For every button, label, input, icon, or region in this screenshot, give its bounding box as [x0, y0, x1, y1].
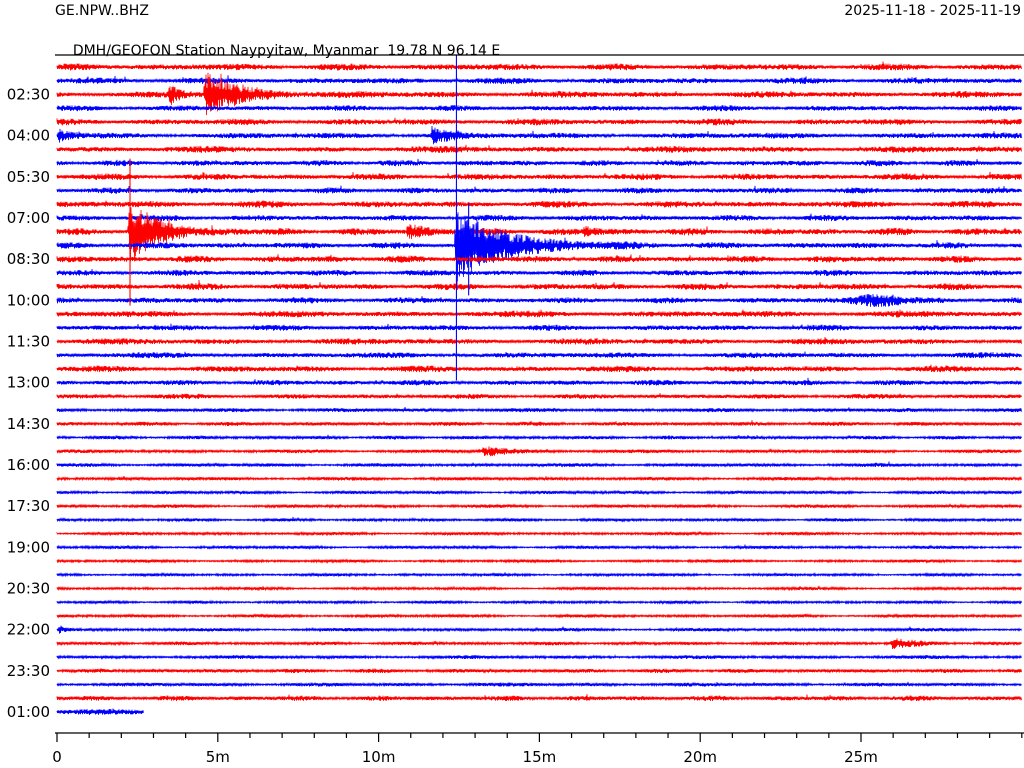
seismogram-trace-05:30 [56, 171, 1022, 181]
seismogram-trace-12:00 [56, 351, 1022, 359]
y-axis-time-label: 14:30 [7, 415, 50, 433]
seismogram-trace-00:30 [56, 694, 1022, 702]
seismogram-trace-19:00 [56, 544, 1022, 551]
y-axis-time-label: 10:00 [7, 291, 50, 309]
y-axis-time-label: 11:30 [7, 332, 50, 350]
seismogram-trace-04:00 [56, 125, 1022, 145]
y-axis-time-label: 08:30 [7, 250, 50, 268]
seismogram-trace-01:00 [56, 708, 144, 715]
x-axis-tick-label: 25m [844, 748, 878, 766]
x-axis-tick-label: 10m [362, 748, 396, 766]
y-axis-time-label: 07:00 [7, 209, 50, 227]
seismogram-trace-15:00 [56, 434, 1022, 441]
seismogram-trace-22:00 [56, 625, 1022, 634]
seismogram-trace-23:00 [56, 654, 1022, 660]
seismogram-trace-15:30 [56, 446, 1022, 457]
seismogram-trace-07:00 [56, 213, 1022, 222]
station-id: GE.NPW..BHZ [55, 3, 149, 19]
date-range: 2025-11-18 - 2025-11-19 [844, 3, 1021, 19]
y-axis-time-label: 13:00 [7, 374, 50, 392]
seismogram-trace-12:30 [56, 364, 1022, 373]
seismogram-trace-17:00 [56, 489, 1022, 496]
y-axis-time-label: 17:30 [7, 497, 50, 515]
seismogram-trace-03:30 [56, 117, 1022, 126]
seismogram-trace-00:00 [56, 681, 1022, 688]
seismogram-trace-09:30 [56, 279, 1022, 291]
seismogram-trace-18:00 [56, 516, 1022, 523]
seismogram-trace-14:30 [56, 420, 1022, 427]
seismogram-trace-21:00 [56, 599, 1022, 606]
seismogram-trace-09:00 [56, 269, 1022, 277]
seismogram-trace-11:00 [56, 323, 1022, 331]
y-axis-time-label: 22:00 [7, 621, 50, 639]
y-axis-time-label: 20:30 [7, 579, 50, 597]
y-axis-time-label: 05:30 [7, 168, 50, 186]
seismogram-trace-20:30 [56, 585, 1022, 592]
seismogram-trace-10:30 [56, 309, 1022, 318]
seismogram-trace-23:30 [56, 667, 1022, 674]
seismogram-trace-07:30 [56, 201, 1022, 262]
seismogram-trace-03:00 [56, 105, 1022, 112]
y-axis-time-label: 04:00 [7, 127, 50, 145]
x-axis-tick-label: 0 [52, 748, 62, 766]
y-axis-time-label: 01:00 [7, 703, 50, 721]
seismogram-trace-17:30 [56, 503, 1022, 509]
seismogram-trace-05:00 [56, 158, 1022, 167]
y-axis-time-label: 23:30 [7, 662, 50, 680]
y-axis-time-label: 19:00 [7, 538, 50, 556]
seismogram-trace-02:30 [56, 72, 1022, 116]
y-axis-time-label: 02:30 [7, 85, 50, 103]
seismogram-trace-08:00 [56, 212, 1022, 282]
seismogram-trace-21:30 [56, 612, 1022, 619]
seismogram-trace-13:30 [56, 393, 1022, 400]
seismogram-trace-02:00 [56, 75, 1022, 85]
y-axis-time-label: 16:00 [7, 456, 50, 474]
seismogram-trace-20:00 [56, 571, 1022, 578]
x-axis-tick-label: 15m [523, 748, 557, 766]
x-axis-tick-label: 20m [683, 748, 717, 766]
seismogram-trace-18:30 [56, 530, 1022, 537]
seismogram-trace-13:00 [56, 377, 1022, 386]
header-row: GE.NPW..BHZ 2025-11-18 - 2025-11-19 [55, 3, 1021, 20]
seismogram-trace-16:30 [56, 475, 1022, 482]
seismogram-trace-19:30 [56, 558, 1022, 564]
seismogram-trace-06:30 [56, 200, 1022, 208]
x-axis-tick-label: 5m [206, 748, 230, 766]
seismogram-trace-16:00 [56, 461, 1022, 468]
seismogram-trace-04:30 [56, 144, 1022, 153]
seismogram-trace-11:30 [56, 336, 1022, 345]
seismogram-trace-08:30 [56, 254, 1022, 263]
seismogram-trace-14:00 [56, 407, 1022, 413]
seismogram-trace-01:30 [56, 61, 1022, 71]
seismogram-trace-10:00 [56, 293, 1022, 308]
seismogram-trace-06:00 [56, 185, 1022, 194]
seismogram-trace-22:30 [56, 638, 1022, 650]
